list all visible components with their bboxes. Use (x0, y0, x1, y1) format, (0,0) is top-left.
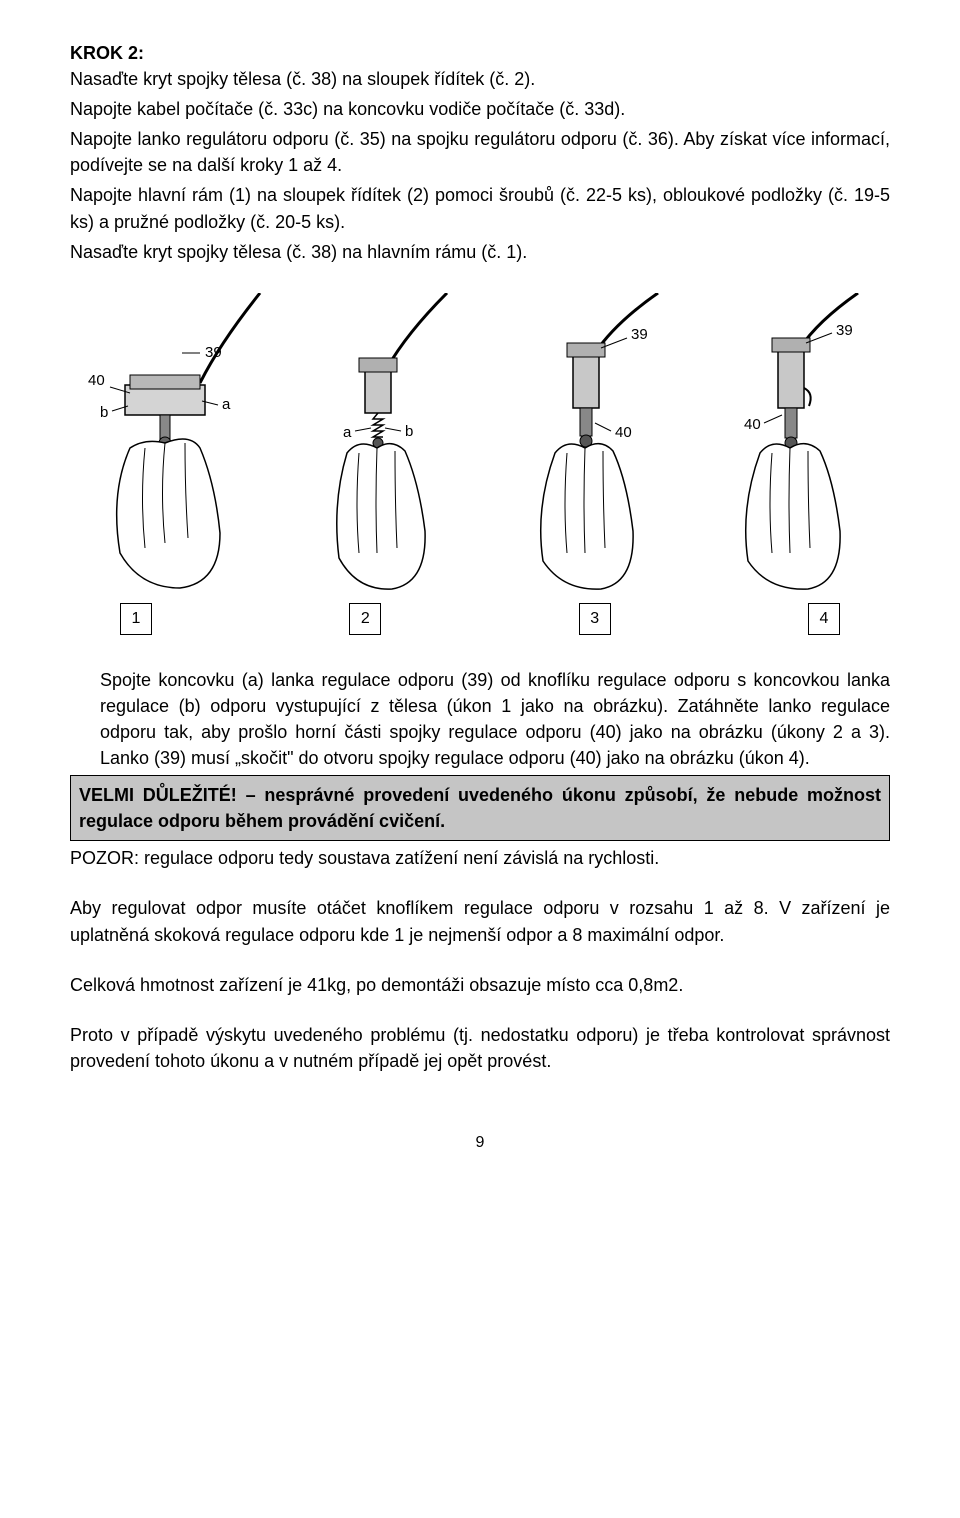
paragraph-8: Proto v případě výskytu uvedeného problé… (70, 1022, 890, 1074)
figure-numbers-row: 1 2 3 4 (70, 603, 890, 635)
label-40: 40 (88, 372, 105, 389)
paragraph-7: Celková hmotnost zařízení je 41kg, po de… (70, 972, 890, 998)
indented-paragraph: Spojte koncovku (a) lanka regulace odpor… (70, 667, 890, 771)
figure-row: 39 40 b a (70, 293, 890, 593)
label-b2: b (405, 423, 413, 440)
label-a2: a (343, 424, 352, 441)
label-a: a (222, 396, 231, 413)
spacer (70, 875, 890, 895)
pozor-line: POZOR: regulace odporu tedy soustava zat… (70, 845, 890, 871)
step-heading: KROK 2: (70, 40, 890, 66)
paragraph-4: Napojte hlavní rám (1) na sloupek řídíte… (70, 182, 890, 234)
paragraph-2: Napojte kabel počítače (č. 33c) na konco… (70, 96, 890, 122)
figure-number-1: 1 (120, 603, 152, 635)
figure-number-4: 4 (808, 603, 840, 635)
label-39: 39 (205, 344, 222, 361)
page-content: KROK 2: Nasaďte kryt spojky tělesa (č. 3… (0, 0, 960, 1182)
label-39-3: 39 (631, 326, 648, 343)
figure-step-4: 39 40 (690, 293, 890, 593)
spacer (70, 952, 890, 972)
spacer (70, 1002, 890, 1022)
figure-number-2: 2 (349, 603, 381, 635)
important-callout: VELMI DŮLEŽITÉ! – nesprávné provedení uv… (70, 775, 890, 841)
figure-step-1: 39 40 b a (70, 293, 270, 593)
paragraph-3: Napojte lanko regulátoru odporu (č. 35) … (70, 126, 890, 178)
page-number: 9 (70, 1134, 890, 1152)
paragraph-5: Nasaďte kryt spojky tělesa (č. 38) na hl… (70, 239, 890, 265)
figure-step-2: a b (277, 293, 477, 593)
figure-number-3: 3 (579, 603, 611, 635)
label-40-3: 40 (615, 424, 632, 441)
figure-step-3: 39 40 (483, 293, 683, 593)
label-b: b (100, 404, 108, 421)
paragraph-1: Nasaďte kryt spojky tělesa (č. 38) na sl… (70, 66, 890, 92)
label-39-4: 39 (836, 322, 853, 339)
label-40-4: 40 (744, 416, 761, 433)
paragraph-6: Aby regulovat odpor musíte otáčet knoflí… (70, 895, 890, 947)
figure-assembly-steps: 39 40 b a (70, 293, 890, 635)
